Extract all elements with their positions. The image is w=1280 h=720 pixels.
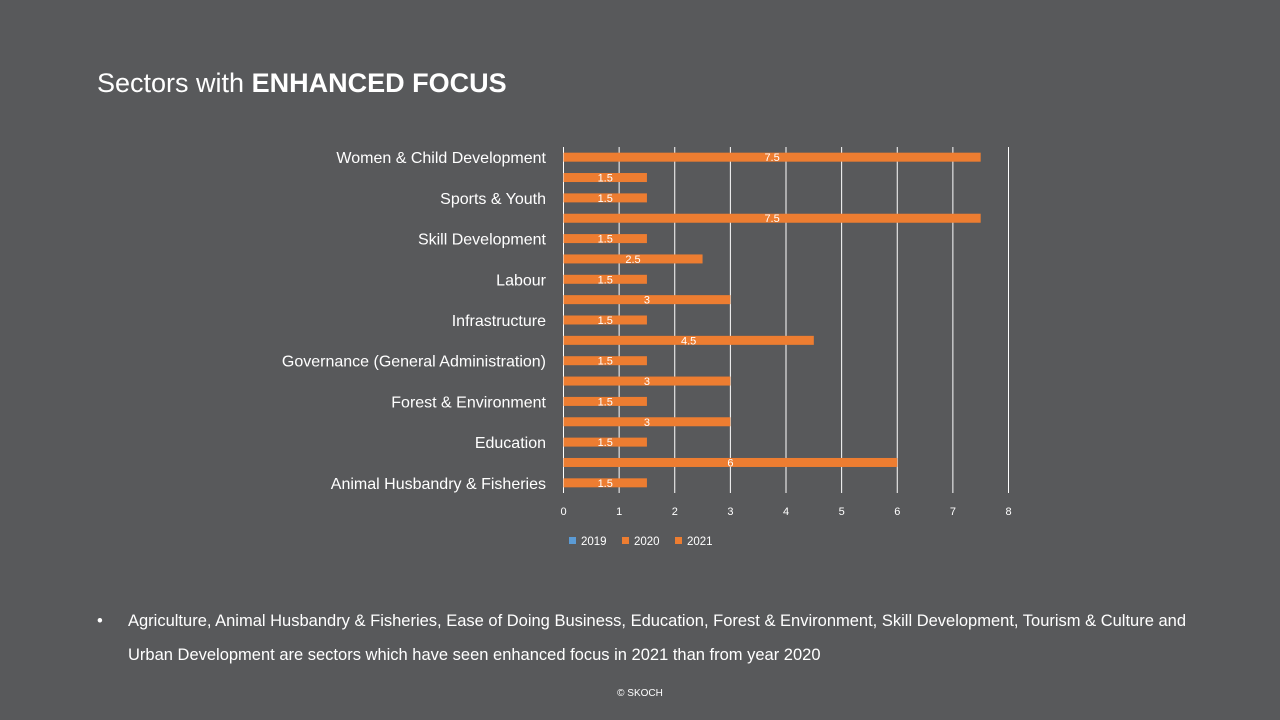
category-label: Women & Child Development <box>336 150 546 167</box>
bar <box>563 478 647 488</box>
bar-value-label: 3 <box>644 295 650 307</box>
x-tick-label: 7 <box>950 506 956 518</box>
bar <box>563 213 981 223</box>
bar-value-label: 1.5 <box>598 274 613 286</box>
copyright-footer: © SKOCH <box>617 688 663 699</box>
bar-value-label: 3 <box>644 417 650 429</box>
sector-bar-chart: 0 1 2 3 4 5 6 7 8 7.5 Women & Child Development 1.5… <box>282 147 1012 548</box>
legend-label: 2021 <box>687 536 713 548</box>
bar <box>563 295 731 305</box>
bar <box>563 376 731 386</box>
x-tick-label: 4 <box>783 506 789 518</box>
category-label: Labour <box>496 272 546 289</box>
x-tick-label: 3 <box>727 506 733 518</box>
bar <box>563 173 647 183</box>
legend-swatch <box>622 537 629 544</box>
bullet-dot-icon: • <box>97 612 103 630</box>
bar <box>563 254 703 264</box>
category-label: Skill Development <box>418 232 547 249</box>
bar-value-label: 1.5 <box>598 437 613 449</box>
title-regular: Sectors with <box>97 68 252 98</box>
bar <box>563 335 814 345</box>
legend-label: 2019 <box>581 536 607 548</box>
legend-swatch <box>569 537 576 544</box>
bar <box>563 193 647 203</box>
title-bold: ENHANCED FOCUS <box>251 68 507 98</box>
category-label: Education <box>475 435 546 452</box>
bar-value-label: 1.5 <box>598 478 613 490</box>
bar <box>563 396 647 406</box>
bar <box>563 315 647 325</box>
x-tick-label: 0 <box>560 506 566 518</box>
bar-value-label: 6 <box>727 457 733 469</box>
bar-value-label: 1.5 <box>598 193 613 205</box>
category-label: Forest & Environment <box>391 394 546 411</box>
bar-value-label: 1.5 <box>598 396 613 408</box>
bar <box>563 274 647 284</box>
bar <box>563 437 647 447</box>
x-tick-label: 5 <box>839 506 845 518</box>
bar <box>563 356 647 366</box>
bar-value-label: 1.5 <box>598 315 613 327</box>
bar-value-label: 3 <box>644 376 650 388</box>
bar <box>563 457 898 467</box>
bar <box>563 152 981 162</box>
category-label: Governance (General Administration) <box>282 354 546 371</box>
x-tick-label: 8 <box>1005 506 1011 518</box>
bar-value-label: 7.5 <box>764 152 779 164</box>
x-tick-label: 6 <box>894 506 900 518</box>
category-label: Animal Husbandry & Fisheries <box>331 476 546 493</box>
bar-value-label: 2.5 <box>625 254 640 266</box>
category-label: Sports & Youth <box>440 191 546 208</box>
summary-text: Agriculture, Animal Husbandry & Fisherie… <box>128 612 1187 664</box>
legend-label: 2020 <box>634 536 660 548</box>
x-tick-label: 1 <box>616 506 622 518</box>
bar-value-label: 4.5 <box>681 335 696 347</box>
bar-value-label: 7.5 <box>764 213 779 225</box>
bar-value-label: 1.5 <box>598 234 613 246</box>
legend-swatch <box>675 537 682 544</box>
bar-value-label: 1.5 <box>598 356 613 368</box>
page-title: Sectors with ENHANCED FOCUS <box>97 68 507 99</box>
bar <box>563 234 647 244</box>
bar-value-label: 1.5 <box>598 173 613 185</box>
bar <box>563 417 731 427</box>
x-tick-label: 2 <box>672 506 678 518</box>
category-label: Infrastructure <box>452 313 546 330</box>
